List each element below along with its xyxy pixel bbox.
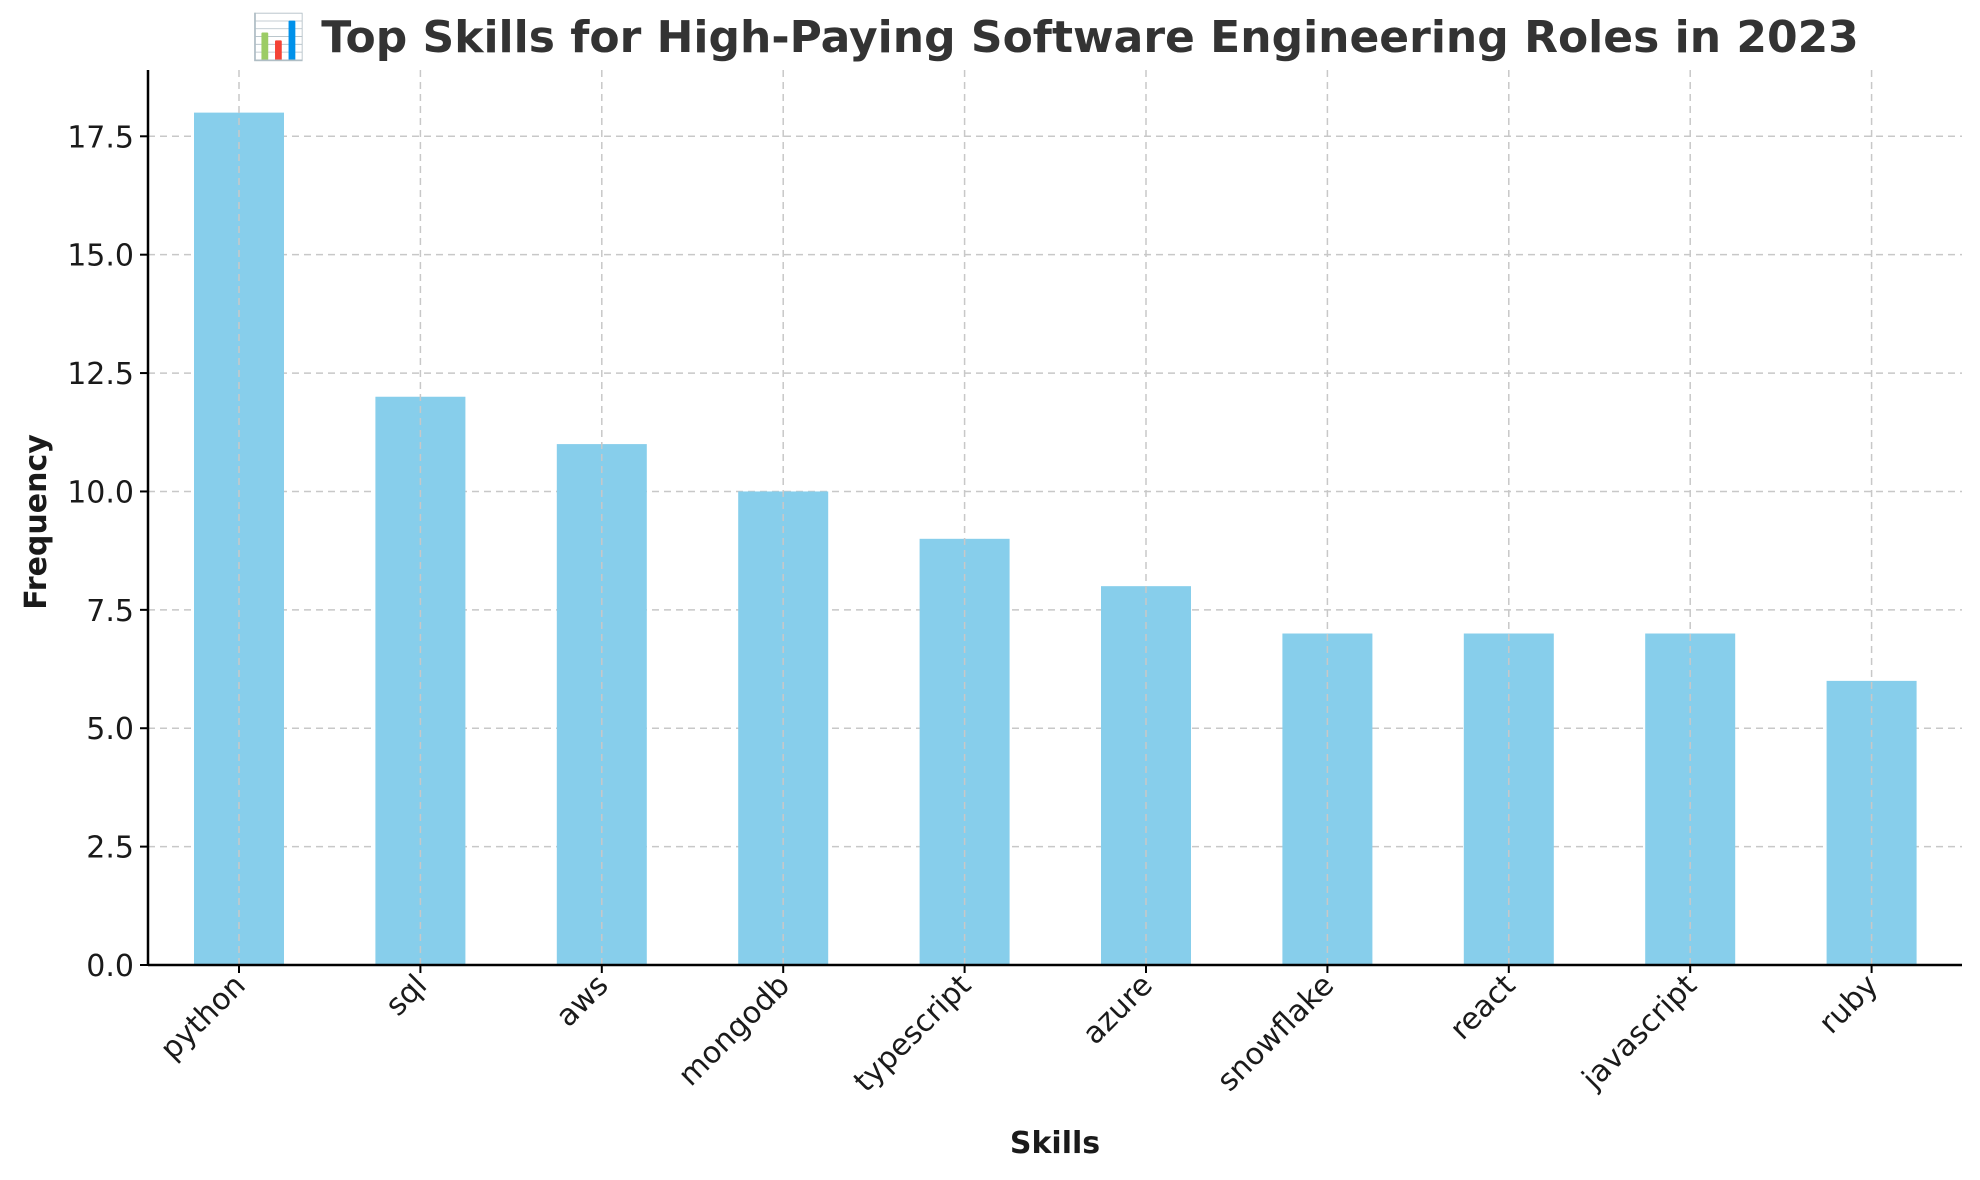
x-tick-label: python — [154, 968, 253, 1067]
x-axis-ticks: python sql aws mongodb typescript azure snowfl… — [154, 965, 1885, 1099]
x-tick-label: snowflake — [1211, 968, 1342, 1099]
x-tick-label: javascript — [1575, 968, 1704, 1097]
y-tick-label: 17.5 — [67, 120, 134, 155]
y-tick-label: 5.0 — [86, 712, 134, 747]
x-tick-label: ruby — [1812, 968, 1885, 1041]
y-axis-label: Frequency — [19, 434, 54, 610]
x-tick-label: sql — [379, 968, 434, 1023]
x-tick-label: aws — [549, 968, 615, 1034]
x-tick-label: typescript — [847, 968, 978, 1099]
x-tick-label: react — [1443, 968, 1522, 1047]
y-tick-label: 15.0 — [67, 239, 134, 274]
y-tick-label: 10.0 — [67, 475, 134, 510]
y-tick-label: 7.5 — [86, 594, 134, 629]
bar-azure — [1101, 586, 1191, 965]
bar-typescript — [919, 538, 1010, 965]
y-axis-ticks: 0.0 2.5 5.0 7.5 10.0 12.5 15.0 17.5 — [67, 120, 148, 984]
x-tick-label: azure — [1076, 968, 1160, 1052]
bar-ruby — [1826, 680, 1917, 965]
x-axis-label: Skills — [1010, 1126, 1100, 1161]
y-tick-label: 2.5 — [86, 831, 134, 866]
bars — [194, 70, 1917, 966]
y-tick-label: 0.0 — [86, 949, 134, 984]
chart-title: 📊 Top Skills for High-Paying Software En… — [251, 12, 1859, 63]
axes — [146, 70, 1962, 967]
x-tick-label: mongodb — [672, 968, 797, 1093]
y-tick-label: 12.5 — [67, 357, 134, 392]
